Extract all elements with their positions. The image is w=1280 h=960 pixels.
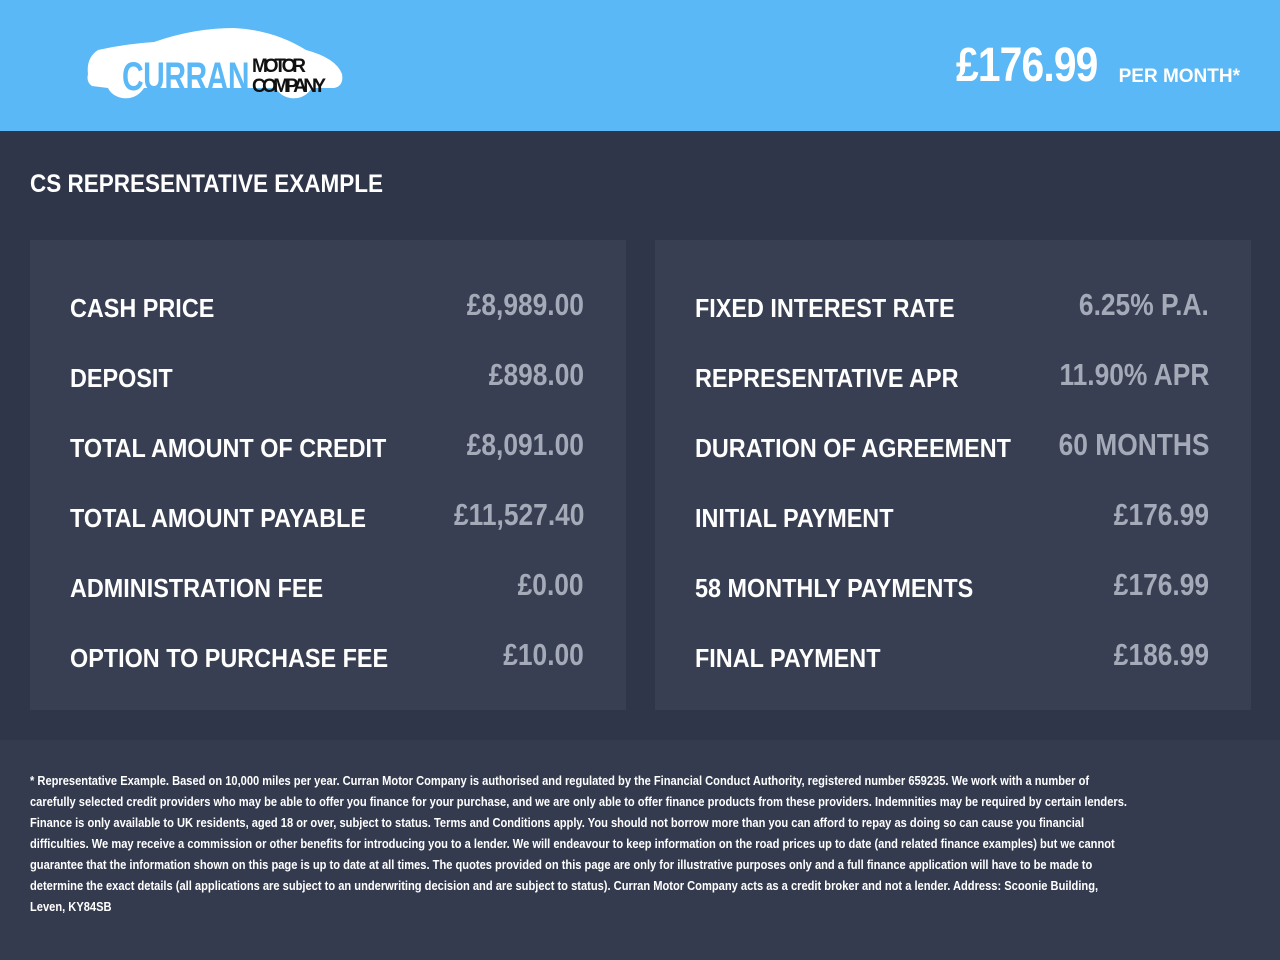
page-title: CS REPRESENTATIVE EXAMPLE: [30, 170, 383, 198]
header: CURRAN MOTOR COMPANY £176.99 PER MONTH*: [0, 0, 1280, 131]
svg-text:CURRAN: CURRAN: [122, 55, 250, 99]
curran-motor-company-logo[interactable]: CURRAN MOTOR COMPANY: [84, 24, 346, 100]
footer: * Representative Example. Based on 10,00…: [0, 740, 1280, 960]
finance-value: £11,527.40: [453, 497, 584, 532]
disclaimer-text: * Representative Example. Based on 10,00…: [30, 773, 1127, 914]
finance-label: FINAL PAYMENT: [695, 643, 881, 673]
finance-label: TOTAL AMOUNT PAYABLE: [70, 503, 367, 533]
finance-value: £186.99: [1113, 637, 1209, 672]
finance-label: INITIAL PAYMENT: [695, 503, 894, 533]
finance-label: CASH PRICE: [70, 293, 215, 323]
finance-value: £0.00: [518, 567, 584, 602]
finance-row: TOTAL AMOUNT PAYABLE £11,527.40: [70, 497, 584, 537]
finance-row: DURATION OF AGREEMENT 60 MONTHS: [695, 427, 1209, 467]
finance-value: £10.00: [503, 637, 584, 672]
finance-row: INITIAL PAYMENT £176.99: [695, 497, 1209, 537]
finance-value: 6.25% P.A.: [1079, 287, 1209, 322]
finance-row: TOTAL AMOUNT OF CREDIT £8,091.00: [70, 427, 584, 467]
finance-value: £8,989.00: [466, 287, 584, 322]
finance-label: DEPOSIT: [70, 363, 173, 393]
finance-value: £176.99: [1113, 567, 1209, 602]
finance-value: £176.99: [1113, 497, 1209, 532]
finance-row: FINAL PAYMENT £186.99: [695, 637, 1209, 677]
finance-row: OPTION TO PURCHASE FEE £10.00: [70, 637, 584, 677]
finance-label: DURATION OF AGREEMENT: [695, 433, 1011, 463]
finance-label: FIXED INTEREST RATE: [695, 293, 955, 323]
finance-label: REPRESENTATIVE APR: [695, 363, 959, 393]
finance-label: TOTAL AMOUNT OF CREDIT: [70, 433, 387, 463]
left-finance-panel: CASH PRICE £8,989.00 DEPOSIT £898.00 TOTAL A…: [30, 240, 626, 710]
finance-label: OPTION TO PURCHASE FEE: [70, 643, 389, 673]
finance-value: £898.00: [488, 357, 584, 392]
finance-label: ADMINISTRATION FEE: [70, 573, 324, 603]
finance-label: 58 MONTHLY PAYMENTS: [695, 573, 974, 603]
svg-text:MOTOR: MOTOR: [252, 56, 306, 77]
finance-value: 60 MONTHS: [1058, 427, 1209, 462]
finance-row: DEPOSIT £898.00: [70, 357, 584, 397]
svg-text:COMPANY: COMPANY: [252, 76, 326, 97]
monthly-price: £176.99: [956, 39, 1098, 92]
finance-row: REPRESENTATIVE APR 11.90% APR: [695, 357, 1209, 397]
finance-row: CASH PRICE £8,989.00: [70, 287, 584, 327]
per-month-label: PER MONTH*: [1118, 66, 1240, 87]
finance-row: 58 MONTHLY PAYMENTS £176.99: [695, 567, 1209, 607]
right-finance-panel: FIXED INTEREST RATE 6.25% P.A. REPRESENTAT…: [655, 240, 1251, 710]
finance-value: £8,091.00: [466, 427, 584, 462]
finance-value: 11.90% APR: [1059, 357, 1209, 392]
finance-row: ADMINISTRATION FEE £0.00: [70, 567, 584, 607]
finance-row: FIXED INTEREST RATE 6.25% P.A.: [695, 287, 1209, 327]
